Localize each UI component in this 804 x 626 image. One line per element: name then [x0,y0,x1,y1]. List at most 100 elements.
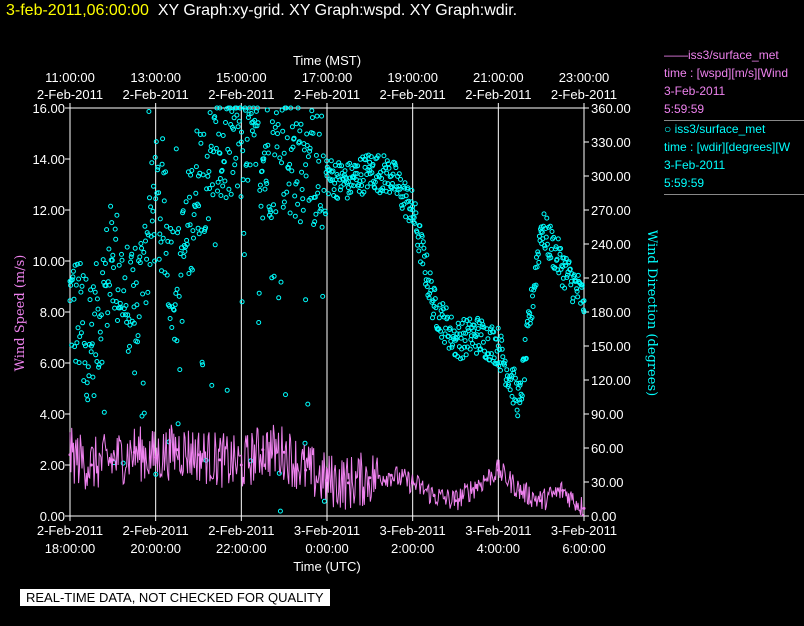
wdir-point [68,282,74,288]
wdir-point [581,309,587,315]
wdir-point [462,338,468,344]
wdir-point [208,143,214,149]
wdir-point [160,235,166,241]
wdir-point [281,199,287,205]
wdir-point [298,121,304,127]
wdir-point [543,234,549,240]
bottom-axis-tick-time: 4:00:00 [477,541,520,556]
wdir-point [272,124,278,130]
wdir-point [247,162,253,168]
wdir-point [255,120,261,126]
wdir-point [555,236,561,242]
wdir-point [135,339,140,345]
wdir-point [496,363,502,369]
wdir-point [67,298,73,304]
wdir-point [74,261,80,267]
wdir-point [187,222,193,228]
wspd-point [282,450,286,454]
wdir-point [450,334,456,339]
wdir-point [399,205,405,211]
wdir-point [204,153,210,159]
wdir-point [175,421,181,427]
bottom-axis-tick-time: 22:00:00 [216,541,267,556]
bottom-axis-tick-date: 3-Feb-2011 [294,523,360,538]
wdir-point [432,296,438,302]
wdir-point [459,320,465,326]
wdir-point [443,325,449,331]
wdir-point [120,312,126,318]
wdir-point [252,123,258,129]
wdir-point [221,159,227,165]
right-axis-tick-label: 90.00 [591,407,624,422]
wdir-point [184,237,190,243]
wdir-point [560,264,566,270]
wdir-point [358,172,364,178]
wdir-point [181,254,187,259]
wdir-point [214,105,220,111]
wdir-point [70,268,76,274]
wdir-point [230,170,236,175]
bottom-axis-tick-time: 6:00:00 [562,541,605,556]
wdir-point [83,276,89,282]
wdir-point [243,107,248,113]
wspd-point [432,494,436,498]
wdir-point [466,321,472,327]
bottom-axis-title: Time (UTC) [293,559,360,574]
wdir-point [450,342,455,348]
wdir-point [413,210,419,216]
wdir-point [523,356,529,362]
wdir-point [224,387,230,393]
wdir-point [278,279,284,285]
wdir-point [273,110,279,116]
bottom-axis-tick-time: 18:00:00 [45,541,96,556]
wdir-point [393,165,399,171]
wdir-point [259,168,265,174]
wdir-point [495,325,501,331]
wdir-point [311,222,317,227]
wdir-point [177,367,183,373]
wdir-point [431,311,437,317]
wdir-point [300,207,306,213]
wdir-point [213,119,219,125]
wdir-point [163,169,168,175]
wdir-point [416,248,422,254]
wdir-point [494,336,499,342]
wdir-point [432,287,438,293]
wdir-point [81,340,87,346]
wdir-point [299,187,305,192]
wdir-point [100,257,106,263]
wdir-point [570,295,576,301]
wspd-point [239,463,243,467]
wdir-point [98,336,104,342]
wdir-point [424,284,430,290]
right-axis-tick-label: 210.00 [591,271,631,286]
wdir-point [141,249,147,255]
bottom-axis-tick-date: 2-Feb-2011 [123,523,189,538]
wdir-point [320,153,326,159]
wdir-point [316,158,322,164]
wdir-point [157,231,163,237]
wdir-point [134,302,140,308]
wdir-point [304,131,310,137]
legend-wdir-time: 5:59:59 [664,176,705,190]
wdir-point [420,239,426,245]
wdir-point [200,362,206,368]
wdir-point [112,305,118,311]
wdir-point [291,135,297,141]
wdir-point [238,139,244,145]
wdir-point [310,130,316,136]
wdir-point [196,231,202,237]
wdir-point [96,362,102,368]
wdir-point [256,290,262,296]
wdir-point [305,401,311,407]
top-axis-tick-date: 2-Feb-2011 [37,87,103,102]
wdir-point [277,508,283,514]
wdir-point [106,246,112,252]
wdir-point [372,179,378,185]
wdir-point [339,163,345,169]
wdir-point [226,186,232,192]
wdir-point [345,179,351,185]
wdir-point [563,256,569,261]
wdir-point [478,346,483,352]
wdir-point [198,140,204,146]
